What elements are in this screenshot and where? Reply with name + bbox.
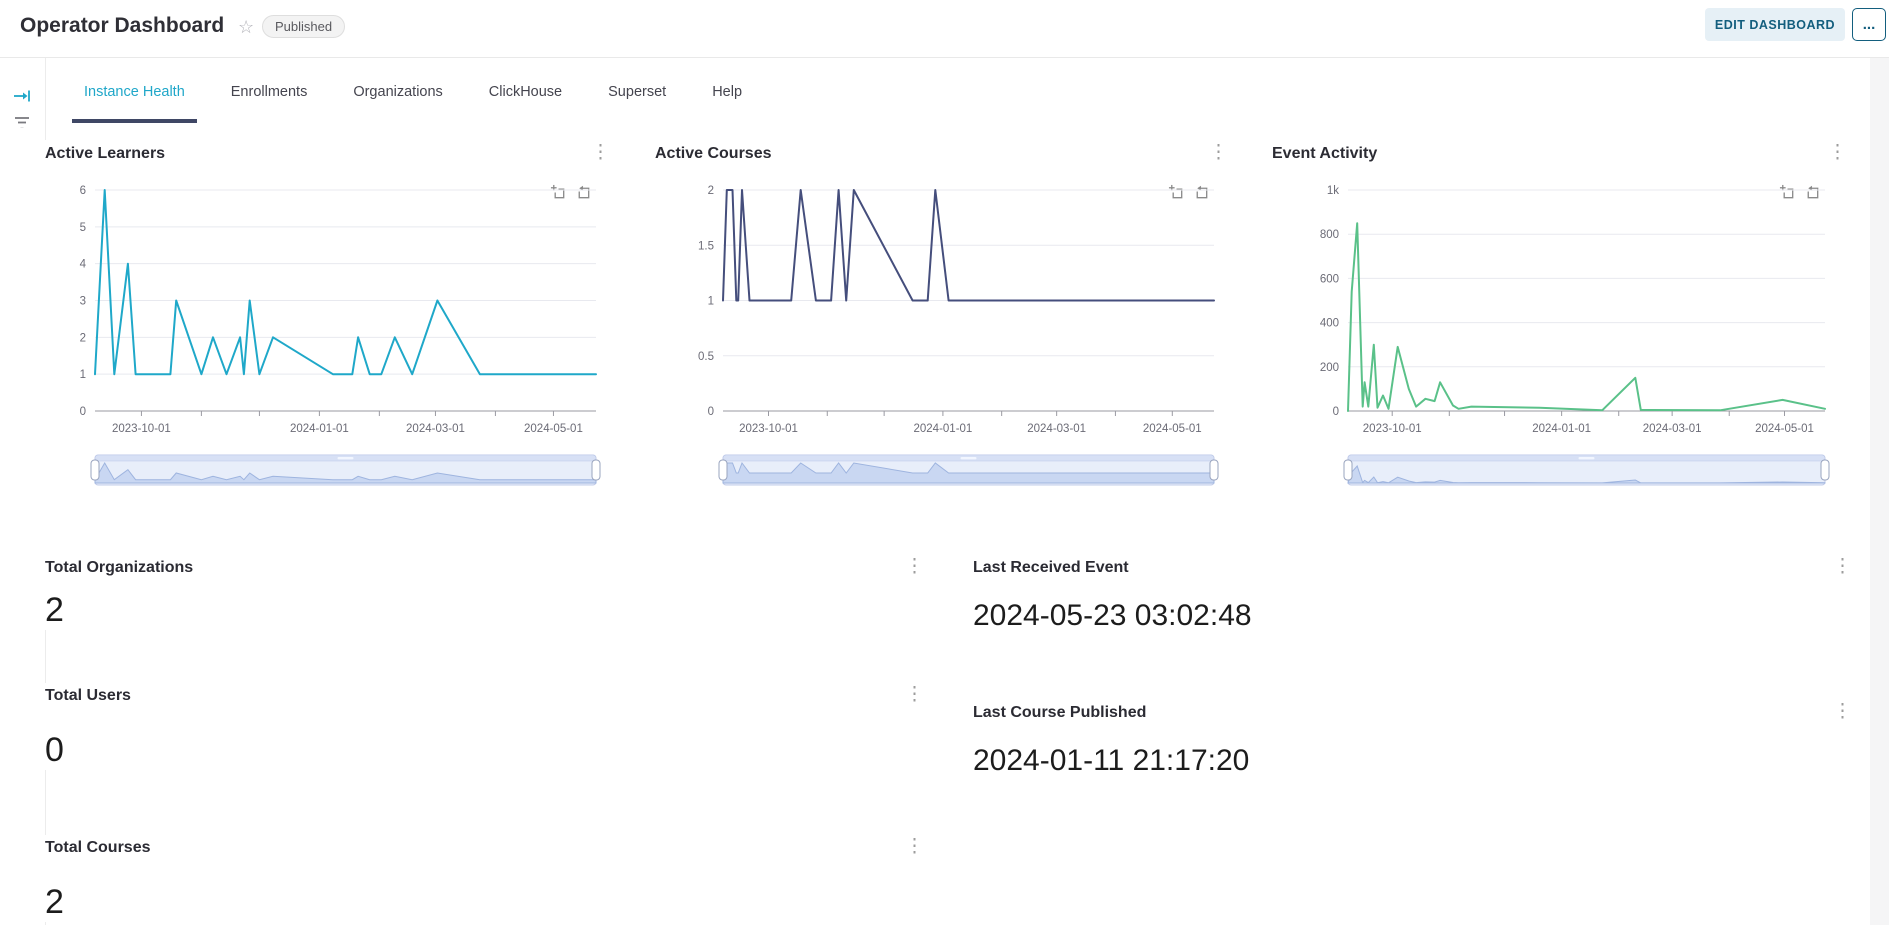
page-title: Operator Dashboard — [20, 14, 225, 37]
filter-sidebar — [0, 58, 46, 925]
chart-card-active-learners: Active Learners ⋮ 0 1 2 3 4 5 6 2023-10-01 2024-… — [45, 140, 612, 605]
favorite-star-icon[interactable]: ☆ — [238, 17, 255, 37]
svg-text:0: 0 — [1333, 406, 1339, 418]
tab-instance-health[interactable]: Instance Health — [72, 59, 197, 125]
dashboard-header: Operator Dashboard ☆ Published EDIT DASH… — [0, 0, 1889, 58]
stat-value: 2 — [45, 591, 64, 629]
kebab-menu-icon[interactable]: ⋮ — [905, 556, 924, 577]
chart-title: Active Learners — [45, 145, 166, 162]
stat-card-last-course-published: Last Course Published ⋮ 2024-01-11 21:17… — [973, 700, 1858, 778]
kebab-menu-icon[interactable]: ⋮ — [905, 684, 924, 705]
active-courses-line-chart[interactable]: 0 0.5 1 1.5 2 2023-10-01 2024-01-01 2024-03-01 2… — [655, 176, 1230, 494]
stat-card-last-received-event: Last Received Event ⋮ 2024-05-23 03:02:4… — [973, 555, 1858, 633]
tab-help[interactable]: Help — [712, 84, 743, 100]
svg-text:0: 0 — [708, 406, 714, 418]
svg-text:400: 400 — [1320, 318, 1339, 330]
chart-title: Event Activity — [1272, 145, 1378, 162]
chart-canvas[interactable]: 0 200 400 600 800 1k 2023-10-01 2024-01-01 2024-… — [1272, 176, 1849, 494]
svg-text:1k: 1k — [1327, 185, 1339, 197]
svg-text:2023-10-01: 2023-10-01 — [739, 423, 798, 435]
status-badge[interactable]: Published — [262, 15, 346, 38]
svg-text:2: 2 — [80, 332, 86, 344]
stat-card-total-users: Total Users ⋮ 0 — [45, 683, 930, 770]
expand-filters-icon[interactable] — [12, 86, 32, 106]
svg-text:2024-05-01: 2024-05-01 — [524, 423, 583, 435]
stat-value: 0 — [45, 731, 64, 769]
stat-card-total-courses: Total Courses ⋮ 2 — [45, 835, 930, 922]
chart-card-event-activity: Event Activity ⋮ 0 200 400 600 800 1k 2023-10-… — [1272, 140, 1849, 605]
svg-text:600: 600 — [1320, 273, 1339, 285]
filter-icon[interactable] — [12, 112, 32, 132]
tab-superset[interactable]: Superset — [608, 84, 667, 100]
svg-text:800: 800 — [1320, 229, 1339, 241]
tab-clickhouse[interactable]: ClickHouse — [488, 84, 563, 100]
event-activity-line-chart[interactable]: 0 200 400 600 800 1k 2023-10-01 2024-01-01 2024-… — [1272, 176, 1849, 494]
tab-enrollments[interactable]: Enrollments — [230, 84, 308, 100]
svg-text:0.5: 0.5 — [698, 351, 714, 363]
svg-text:5: 5 — [80, 222, 86, 234]
svg-text:2: 2 — [708, 185, 714, 197]
svg-text:2024-05-01: 2024-05-01 — [1755, 423, 1814, 435]
kebab-menu-icon[interactable]: ⋮ — [1833, 556, 1852, 577]
svg-text:2024-01-01: 2024-01-01 — [1532, 423, 1591, 435]
chart-canvas[interactable]: 0 0.5 1 1.5 2 2023-10-01 2024-01-01 2024-03-01 2… — [655, 176, 1230, 494]
scrollbar-track[interactable] — [1870, 58, 1889, 925]
svg-text:2023-10-01: 2023-10-01 — [1363, 423, 1422, 435]
stat-label: Total Organizations — [45, 559, 194, 576]
chart-title: Active Courses — [655, 145, 772, 162]
svg-text:200: 200 — [1320, 362, 1339, 374]
svg-text:1: 1 — [708, 296, 714, 308]
svg-text:2024-01-01: 2024-01-01 — [290, 423, 349, 435]
active-learners-line-chart[interactable]: 0 1 2 3 4 5 6 2023-10-01 2024-01-01 2024-03-01 202… — [45, 176, 612, 494]
svg-text:2024-03-01: 2024-03-01 — [1643, 423, 1702, 435]
stat-label: Last Course Published — [973, 704, 1147, 721]
svg-text:4: 4 — [80, 259, 87, 271]
tab-organizations[interactable]: Organizations — [353, 84, 443, 100]
edit-dashboard-button[interactable]: EDIT DASHBOARD — [1705, 8, 1845, 41]
kebab-menu-icon[interactable]: ⋮ — [591, 142, 610, 163]
stat-value: 2 — [45, 883, 64, 921]
dashboard-tabs: Instance Health Enrollments Organization… — [46, 58, 1870, 126]
chart-canvas[interactable]: 0 1 2 3 4 5 6 2023-10-01 2024-01-01 2024-03-01 202… — [45, 176, 612, 494]
kebab-menu-icon[interactable]: ⋮ — [905, 836, 924, 857]
more-actions-button[interactable]: ... — [1852, 8, 1886, 41]
kebab-menu-icon[interactable]: ⋮ — [1209, 142, 1228, 163]
kebab-menu-icon[interactable]: ⋮ — [1828, 142, 1847, 163]
svg-text:6: 6 — [80, 185, 86, 197]
svg-text:2024-03-01: 2024-03-01 — [406, 423, 465, 435]
stat-value: 2024-05-23 03:02:48 — [973, 599, 1252, 632]
stat-value: 2024-01-11 21:17:20 — [973, 744, 1250, 777]
svg-text:2024-05-01: 2024-05-01 — [1143, 423, 1202, 435]
svg-text:3: 3 — [80, 296, 86, 308]
stat-label: Total Courses — [45, 839, 151, 856]
svg-text:2024-01-01: 2024-01-01 — [913, 423, 972, 435]
stat-label: Last Received Event — [973, 559, 1129, 576]
svg-text:0: 0 — [80, 406, 86, 418]
stat-card-total-organizations: Total Organizations ⋮ 2 — [45, 555, 930, 630]
svg-text:2023-10-01: 2023-10-01 — [112, 423, 171, 435]
chart-card-active-courses: Active Courses ⋮ 0 0.5 1 1.5 2 2023-10-01 2024… — [655, 140, 1230, 605]
kebab-menu-icon[interactable]: ⋮ — [1833, 701, 1852, 722]
svg-text:1: 1 — [80, 369, 86, 381]
stat-label: Total Users — [45, 687, 131, 704]
svg-text:2024-03-01: 2024-03-01 — [1027, 423, 1086, 435]
svg-text:1.5: 1.5 — [698, 240, 714, 252]
